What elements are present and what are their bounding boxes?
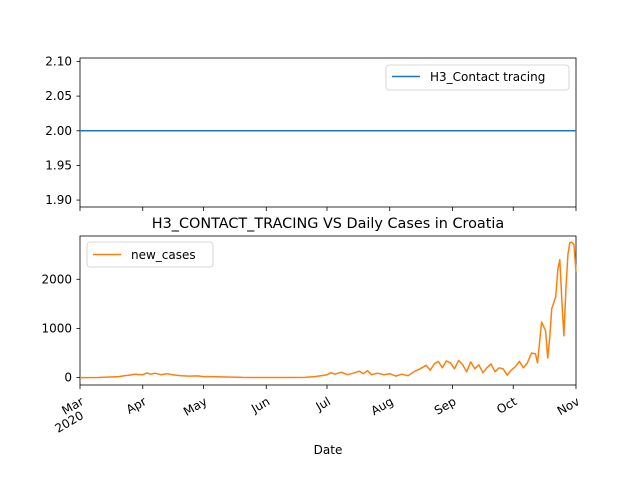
bottom-y-tick-label: 2000: [41, 272, 72, 286]
top-y-tick-label: 1.90: [45, 193, 72, 207]
top-legend: H3_Contact tracing: [385, 64, 570, 91]
bottom-y-ticks: 0 1000 2000: [41, 272, 80, 385]
top-y-tick-label: 2.00: [45, 124, 72, 138]
bottom-x-tick-label: Nov: [555, 394, 582, 418]
bottom-legend-box: [86, 241, 214, 268]
top-x-ticks: [79, 207, 577, 211]
top-y-ticks: 1.90 1.95 2.00 2.05 2.10: [45, 54, 80, 207]
bottom-x-tick-label: Jun: [248, 394, 272, 416]
top-legend-box: [385, 64, 570, 91]
top-legend-label: H3_Contact tracing: [430, 70, 545, 84]
bottom-chart-title: H3_CONTACT_TRACING VS Daily Cases in Cro…: [152, 216, 504, 232]
bottom-series: [79, 241, 577, 379]
bottom-y-tick-label: 0: [64, 371, 72, 385]
bottom-x-tick-label: Jul: [313, 394, 333, 414]
top-y-tick-label: 1.95: [45, 158, 72, 172]
bottom-legend-label: new_cases: [131, 248, 196, 262]
bottom-x-tick-label: Oct: [494, 394, 519, 417]
bottom-x-tick-label: Sep: [432, 394, 459, 417]
bottom-x-tick-label: May: [181, 394, 209, 419]
bottom-x-tick-label: Aug: [368, 394, 395, 418]
x-axis-label: Date: [314, 443, 343, 457]
bottom-y-tick-label: 1000: [41, 321, 72, 335]
top-axes: 1.90 1.95 2.00 2.05 2.10 H3_Contact tracing: [45, 54, 577, 211]
bottom-x-tick-label: Apr: [124, 394, 149, 417]
top-y-tick-label: 2.10: [45, 54, 72, 68]
bottom-legend: new_cases: [86, 241, 214, 268]
top-y-tick-label: 2.05: [45, 89, 72, 103]
series-line-new-cases: [79, 241, 577, 379]
